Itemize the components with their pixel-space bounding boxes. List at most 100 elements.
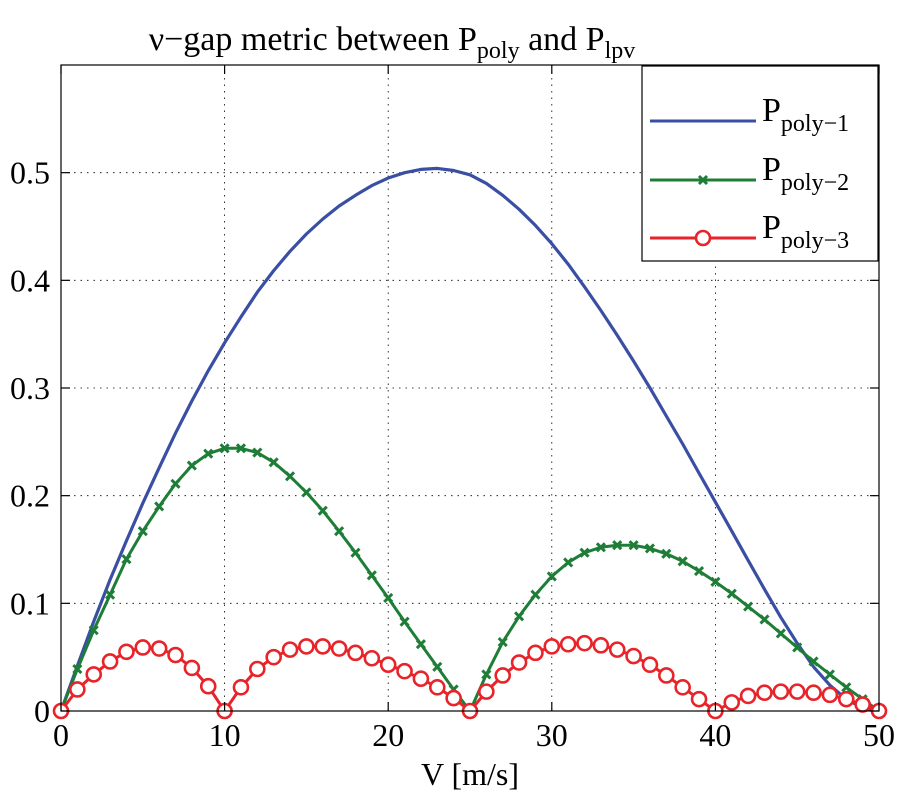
data-point-circle-marker	[788, 683, 806, 700]
data-point-x-marker	[677, 556, 688, 567]
data-point-x-marker	[595, 542, 606, 553]
data-point-x-marker	[170, 478, 181, 489]
data-point-circle-marker	[756, 684, 773, 701]
data-point-x-marker	[808, 656, 819, 667]
title-prefix: ν−gap metric between P	[149, 21, 477, 58]
data-point-circle-marker	[265, 648, 282, 666]
data-point-circle-marker	[805, 684, 822, 701]
data-point-x-marker	[563, 557, 574, 568]
series-line	[59, 166, 880, 713]
data-point-circle-marker	[379, 656, 397, 674]
data-point-circle-marker	[723, 694, 741, 711]
data-point-x-marker	[203, 448, 214, 459]
data-point-x-marker	[628, 540, 639, 551]
legend-label-sub: poly−3	[781, 228, 849, 254]
data-point-circle-marker	[363, 649, 381, 667]
legend-label: Ppoly−3	[762, 209, 849, 254]
data-point-x-marker	[693, 565, 705, 577]
data-point-x-marker	[710, 576, 721, 587]
y-tick-label: 0	[34, 693, 50, 729]
data-point-circle-marker	[543, 638, 561, 655]
data-point-x-marker	[121, 554, 132, 565]
data-point-circle-marker	[199, 677, 217, 695]
data-point-x-marker	[399, 616, 410, 627]
x-tick-label: 20	[372, 717, 404, 753]
data-point-x-marker	[759, 614, 770, 625]
title-sub-poly: poly	[477, 38, 520, 64]
data-point-circle-marker	[396, 662, 413, 680]
data-point-x-marker	[775, 628, 786, 639]
data-point-x-marker	[497, 637, 508, 648]
data-point-circle-marker	[510, 654, 528, 671]
data-point-x-marker	[514, 611, 525, 622]
data-point-circle-marker	[183, 659, 201, 677]
data-point-circle-marker	[592, 637, 610, 654]
x-tick-label: 40	[699, 717, 731, 753]
x-tick-label: 50	[863, 717, 895, 753]
data-point-circle-marker	[527, 644, 544, 662]
data-point-x-marker	[612, 540, 623, 551]
data-point-x-marker	[268, 457, 279, 468]
data-point-circle-marker	[118, 643, 135, 661]
legend-label-main: P	[762, 151, 781, 188]
data-point-x-marker	[644, 543, 656, 554]
data-point-circle-marker	[428, 679, 446, 696]
legend-label-sub: poly−2	[781, 170, 849, 196]
chart-title: ν−gap metric between Ppoly and Plpv	[149, 21, 636, 64]
data-point-x-marker	[383, 592, 394, 604]
x-axis-label: V [m/s]	[421, 756, 519, 792]
data-point-x-marker	[252, 447, 263, 458]
data-point-x-marker	[366, 570, 377, 581]
data-point-circle-marker	[625, 647, 642, 665]
data-point-circle-marker	[658, 667, 675, 684]
data-point-circle-marker	[478, 683, 495, 700]
data-point-circle-marker	[641, 656, 659, 674]
data-point-circle-marker	[821, 686, 839, 704]
data-point-circle-marker	[412, 670, 430, 688]
x-tick-label: 30	[536, 717, 568, 753]
legend-label-sub: poly−1	[781, 111, 849, 137]
data-point-x-marker	[334, 526, 345, 537]
data-point-x-marker	[88, 625, 99, 636]
y-tick-label: 0.1	[10, 585, 50, 621]
legend-entry: Ppoly−1	[650, 92, 849, 137]
data-point-x-marker	[301, 487, 312, 498]
y-tick-label: 0.5	[10, 155, 50, 191]
data-point-x-marker	[317, 505, 328, 516]
data-point-circle-marker	[101, 653, 119, 670]
x-tick-label: 10	[209, 717, 241, 753]
data-point-x-marker	[350, 547, 361, 558]
data-point-circle-marker	[232, 679, 250, 696]
data-point-circle-marker	[281, 641, 299, 658]
data-point-circle-marker	[330, 640, 348, 657]
data-point-circle-marker	[576, 634, 593, 652]
data-point-circle-marker	[314, 638, 332, 655]
data-point-circle-marker	[772, 683, 790, 700]
data-point-circle-marker	[134, 639, 152, 656]
data-point-x-marker	[415, 639, 426, 650]
y-tick-label: 0.4	[10, 262, 50, 298]
data-point-x-marker	[186, 460, 197, 471]
legend-label-main: P	[762, 92, 781, 129]
series-poly−2	[55, 443, 885, 717]
data-point-circle-marker	[347, 644, 364, 662]
series-poly−3	[52, 634, 888, 720]
data-point-circle-marker	[494, 667, 512, 684]
series-poly−1	[59, 166, 880, 713]
legend-box	[641, 65, 879, 262]
title-middle: and P	[520, 21, 605, 58]
data-point-circle-marker	[608, 641, 626, 658]
data-point-x-marker	[137, 526, 148, 537]
tick-labels: 0 10 20 30 40 50 0 0.1 0.2 0.3 0.4 0.5	[10, 155, 895, 753]
data-point-x-marker	[432, 661, 443, 672]
data-point-circle-marker	[150, 640, 168, 657]
data-point-circle-marker	[559, 635, 577, 653]
legend-entry: Ppoly−2	[650, 151, 849, 196]
legend-entry: Ppoly−3	[650, 209, 849, 254]
data-point-circle-marker	[69, 681, 86, 698]
legend-label: Ppoly−1	[762, 92, 849, 137]
data-point-x-marker	[154, 501, 165, 512]
data-point-x-marker	[284, 471, 296, 482]
